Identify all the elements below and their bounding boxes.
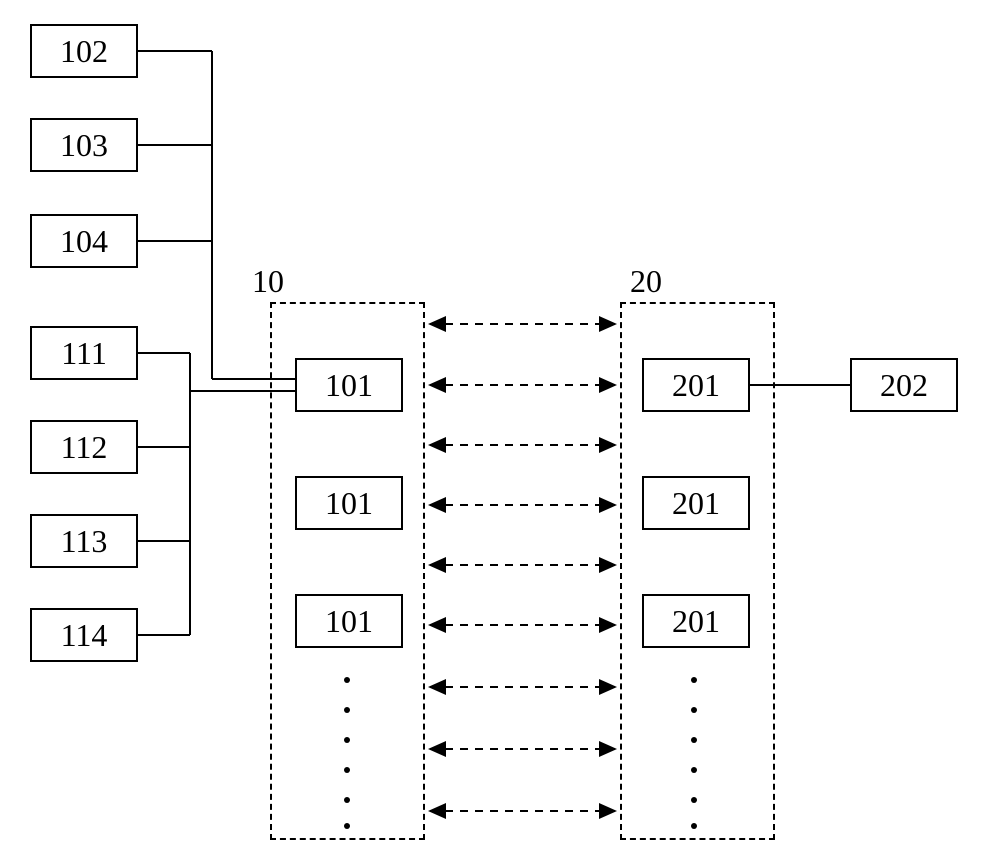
node-111: 111	[30, 326, 138, 380]
node-202-label: 202	[880, 367, 928, 404]
node-103: 103	[30, 118, 138, 172]
node-201-2-label: 201	[672, 485, 720, 522]
node-201-2: 201	[642, 476, 750, 530]
node-201-3: 201	[642, 594, 750, 648]
node-202: 202	[850, 358, 958, 412]
node-104: 104	[30, 214, 138, 268]
ellipsis-dot	[691, 767, 697, 773]
node-201-1-label: 201	[672, 367, 720, 404]
node-111-label: 111	[61, 335, 107, 372]
node-201-3-label: 201	[672, 603, 720, 640]
node-114: 114	[30, 608, 138, 662]
node-101-2-label: 101	[325, 485, 373, 522]
ellipsis-dot	[344, 737, 350, 743]
node-101-1-label: 101	[325, 367, 373, 404]
node-103-label: 103	[60, 127, 108, 164]
node-113: 113	[30, 514, 138, 568]
ellipsis-dot	[691, 737, 697, 743]
ellipsis-dot	[344, 767, 350, 773]
node-101-2: 101	[295, 476, 403, 530]
ellipsis-dot	[344, 823, 350, 829]
ellipsis-dot	[691, 797, 697, 803]
node-104-label: 104	[60, 223, 108, 260]
node-112-label: 112	[61, 429, 108, 466]
ellipsis-dot	[344, 797, 350, 803]
node-201-1: 201	[642, 358, 750, 412]
node-114-label: 114	[61, 617, 108, 654]
ellipsis-dot	[691, 677, 697, 683]
node-101-3-label: 101	[325, 603, 373, 640]
node-101-1: 101	[295, 358, 403, 412]
node-102-label: 102	[60, 33, 108, 70]
group-10-label: 10	[252, 263, 284, 300]
ellipsis-dot	[691, 707, 697, 713]
ellipsis-dot	[344, 677, 350, 683]
ellipsis-dot	[691, 823, 697, 829]
node-113-label: 113	[61, 523, 108, 560]
connector-layer	[0, 0, 1000, 851]
group-20-label: 20	[630, 263, 662, 300]
node-101-3: 101	[295, 594, 403, 648]
node-102: 102	[30, 24, 138, 78]
node-112: 112	[30, 420, 138, 474]
diagram-canvas: 10 20 102 103 104 111 112 113 114 101 10…	[0, 0, 1000, 851]
ellipsis-dot	[344, 707, 350, 713]
